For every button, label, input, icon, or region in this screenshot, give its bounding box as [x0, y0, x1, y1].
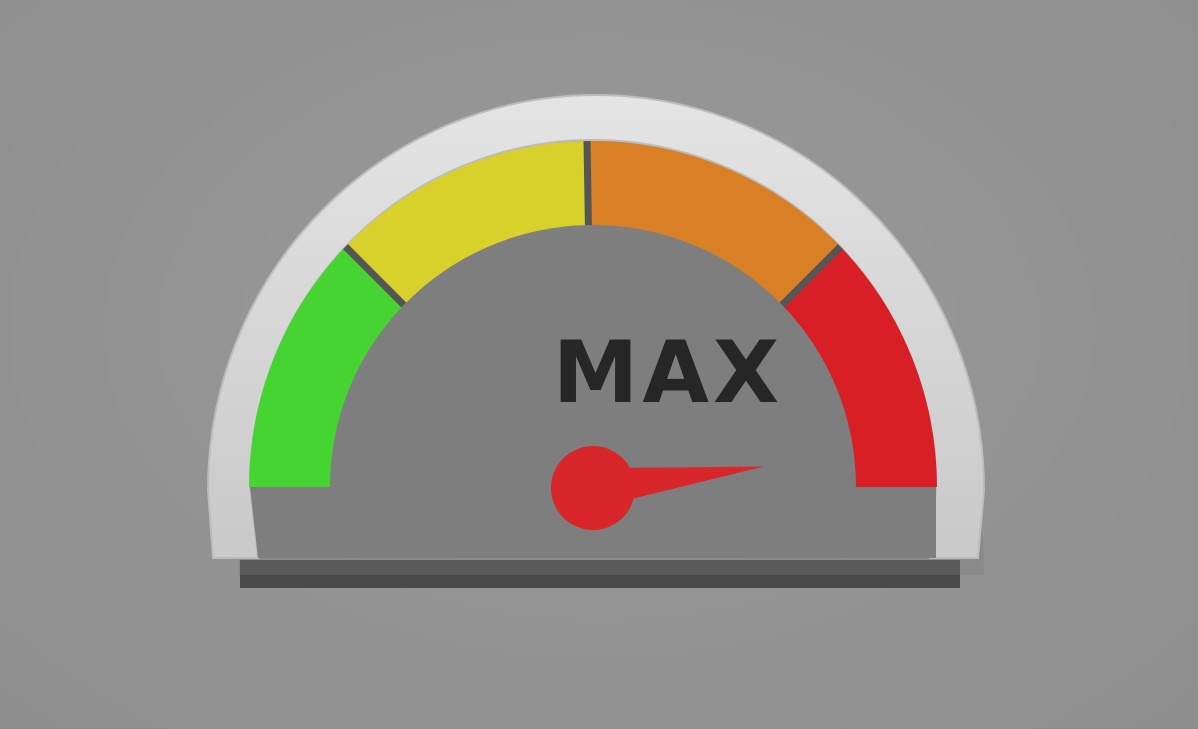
gauge-zone-separator [779, 244, 843, 308]
needle-hub [551, 446, 635, 530]
gauge-max-label: MAX [553, 323, 783, 423]
gauge-zone-separator [343, 244, 407, 308]
gauge-zone-medium [345, 141, 589, 305]
gauge-zone-high [586, 141, 841, 305]
gauge-zone-max [782, 246, 937, 487]
gauge-shadow [240, 560, 960, 588]
gauge-zone-separator [583, 140, 592, 226]
gauge-rim [206, 94, 986, 559]
gauge-zone-low [249, 246, 404, 487]
gauge-needle [551, 446, 764, 530]
gauge-zones [249, 140, 937, 487]
